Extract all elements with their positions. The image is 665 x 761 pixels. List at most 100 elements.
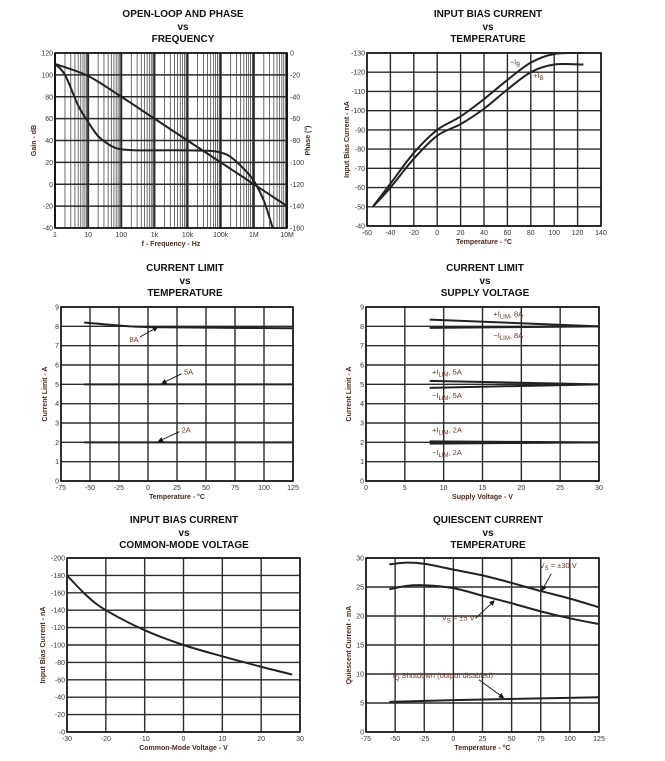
annotation-text: 2A: [182, 426, 191, 435]
y-tick-label: 2: [360, 440, 364, 447]
x-tick-label: 0: [435, 230, 439, 237]
annotation-label: −ILIM, 5A: [432, 391, 462, 402]
y2-tick-label: -120: [290, 182, 304, 189]
y-tick-label: 25: [356, 585, 364, 592]
annotation-arrow: [541, 573, 552, 592]
y-tick-label: -110: [352, 89, 366, 96]
x-tick-label: -75: [361, 736, 371, 743]
y-tick-label: 120: [41, 51, 53, 58]
y-tick-label: -80: [55, 660, 65, 667]
x-tick-label: 80: [527, 230, 535, 237]
annotation-text: −I: [432, 448, 438, 457]
y-tick-label: 60: [45, 116, 53, 123]
annotation-text: +I: [432, 426, 438, 435]
annotation-label: −IB: [510, 58, 520, 69]
x-tick-label: 20: [457, 230, 465, 237]
annotation-text: , 8A: [510, 331, 523, 340]
annotation-label: 2A: [182, 426, 191, 435]
y-tick-label: 10: [356, 672, 364, 679]
x-tick-label: 10: [440, 485, 448, 492]
x-tick-label: 100: [258, 485, 270, 492]
annotation-subscript: LIM: [500, 336, 510, 342]
chart-title-line: COMMON-MODE VOLTAGE: [119, 540, 249, 551]
annotation-text: Shutdown (output disabled): [400, 671, 494, 680]
series-line-vs-5-v: [389, 584, 600, 626]
annotation-label: VS = ±5 V: [442, 614, 475, 625]
y-tick-label: -100: [351, 108, 365, 115]
x-axis-label: f - Frequency - Hz: [142, 241, 201, 248]
x-axis-label: Temperature - °C: [455, 744, 511, 752]
y-tick-label: -160: [51, 590, 65, 597]
x-tick-label: 10k: [182, 232, 194, 239]
x-tick-label: 1: [53, 232, 57, 239]
x-tick-label: 1k: [151, 232, 159, 239]
annotation-label: 8A: [129, 335, 138, 344]
x-tick-label: -75: [56, 485, 66, 492]
x-tick-label: 100: [548, 230, 560, 237]
y-tick-label: 40: [45, 138, 53, 145]
annotation-label: +ILIM, 2A: [432, 426, 462, 437]
y-tick-label: -60: [355, 185, 365, 192]
series-line--ilim-2a: [429, 441, 600, 445]
y-tick-label: 2: [55, 440, 59, 447]
y-tick-label: 0: [360, 730, 364, 737]
y-tick-label: -140: [51, 608, 65, 615]
x-tick-label: 40: [480, 230, 488, 237]
y2-tick-label: -100: [290, 160, 304, 167]
annotation-subscript: S: [447, 619, 451, 625]
annotation-label: −ILIM, 8A: [493, 331, 523, 342]
y-tick-label: -60: [55, 677, 65, 684]
chart-title-line: QUIESCENT CURRENT: [433, 515, 543, 526]
y-axis-label: Input Bias Current - nA: [344, 101, 351, 178]
x-tick-label: 100: [115, 232, 127, 239]
annotation-text: 5A: [184, 368, 193, 377]
annotation-subscript: B: [516, 63, 520, 69]
chart-title-line: TEMPERATURE: [450, 540, 526, 551]
plot-frame: [60, 306, 294, 482]
x-tick-label: -30: [62, 736, 72, 743]
y-tick-label: 9: [360, 305, 364, 312]
grid: [60, 306, 294, 482]
x-tick-label: 30: [595, 485, 603, 492]
chart-title-line: FREQUENCY: [152, 34, 215, 45]
y-tick-label: 8: [55, 324, 59, 331]
annotation-label: −ILIM, 2A: [432, 448, 462, 459]
x-tick-label: 140: [595, 230, 607, 237]
y-tick-label: -180: [51, 573, 65, 580]
x-tick-label: 50: [202, 485, 210, 492]
y-tick-label: 5: [360, 382, 364, 389]
annotation-text: = ±30 V: [549, 561, 577, 570]
y-tick-label: -70: [355, 166, 365, 173]
y2-tick-label: -60: [290, 116, 300, 123]
series-line--ilim-5a: [429, 383, 600, 389]
x-axis-label: Temperature - °C: [149, 493, 205, 501]
x-tick-label: -25: [419, 736, 429, 743]
y-tick-label: 8: [360, 324, 364, 331]
chart-title-line: TEMPERATURE: [450, 34, 526, 45]
annotation-text: , 5A: [449, 391, 462, 400]
y-axis-label: Input Bias Current - nA: [40, 607, 47, 684]
y-axis-label: Current Limit - A: [42, 367, 49, 422]
plot-frame: [365, 306, 600, 482]
chart-title-line: SUPPLY VOLTAGE: [441, 288, 530, 299]
y-tick-label: 0: [49, 182, 53, 189]
chart-title-line: CURRENT LIMIT: [146, 263, 224, 274]
x-tick-label: 10M: [280, 232, 294, 239]
annotation-label: VS = ±30 V: [540, 561, 577, 572]
y-tick-label: -40: [43, 226, 53, 233]
x-tick-label: 5: [403, 485, 407, 492]
series-line-phase: [54, 62, 288, 207]
annotation-label: +ILIM, 5A: [432, 368, 462, 379]
y-tick-label: -200: [51, 556, 65, 563]
y2-tick-label: -160: [290, 226, 304, 233]
x-axis-label: Temperature - °C: [456, 238, 512, 246]
annotation-text: −I: [432, 391, 438, 400]
x-tick-label: 75: [231, 485, 239, 492]
annotation-text: , 8A: [510, 310, 523, 319]
x-tick-label: 15: [479, 485, 487, 492]
annotation-text: +I: [432, 368, 438, 377]
x-tick-label: 0: [182, 736, 186, 743]
